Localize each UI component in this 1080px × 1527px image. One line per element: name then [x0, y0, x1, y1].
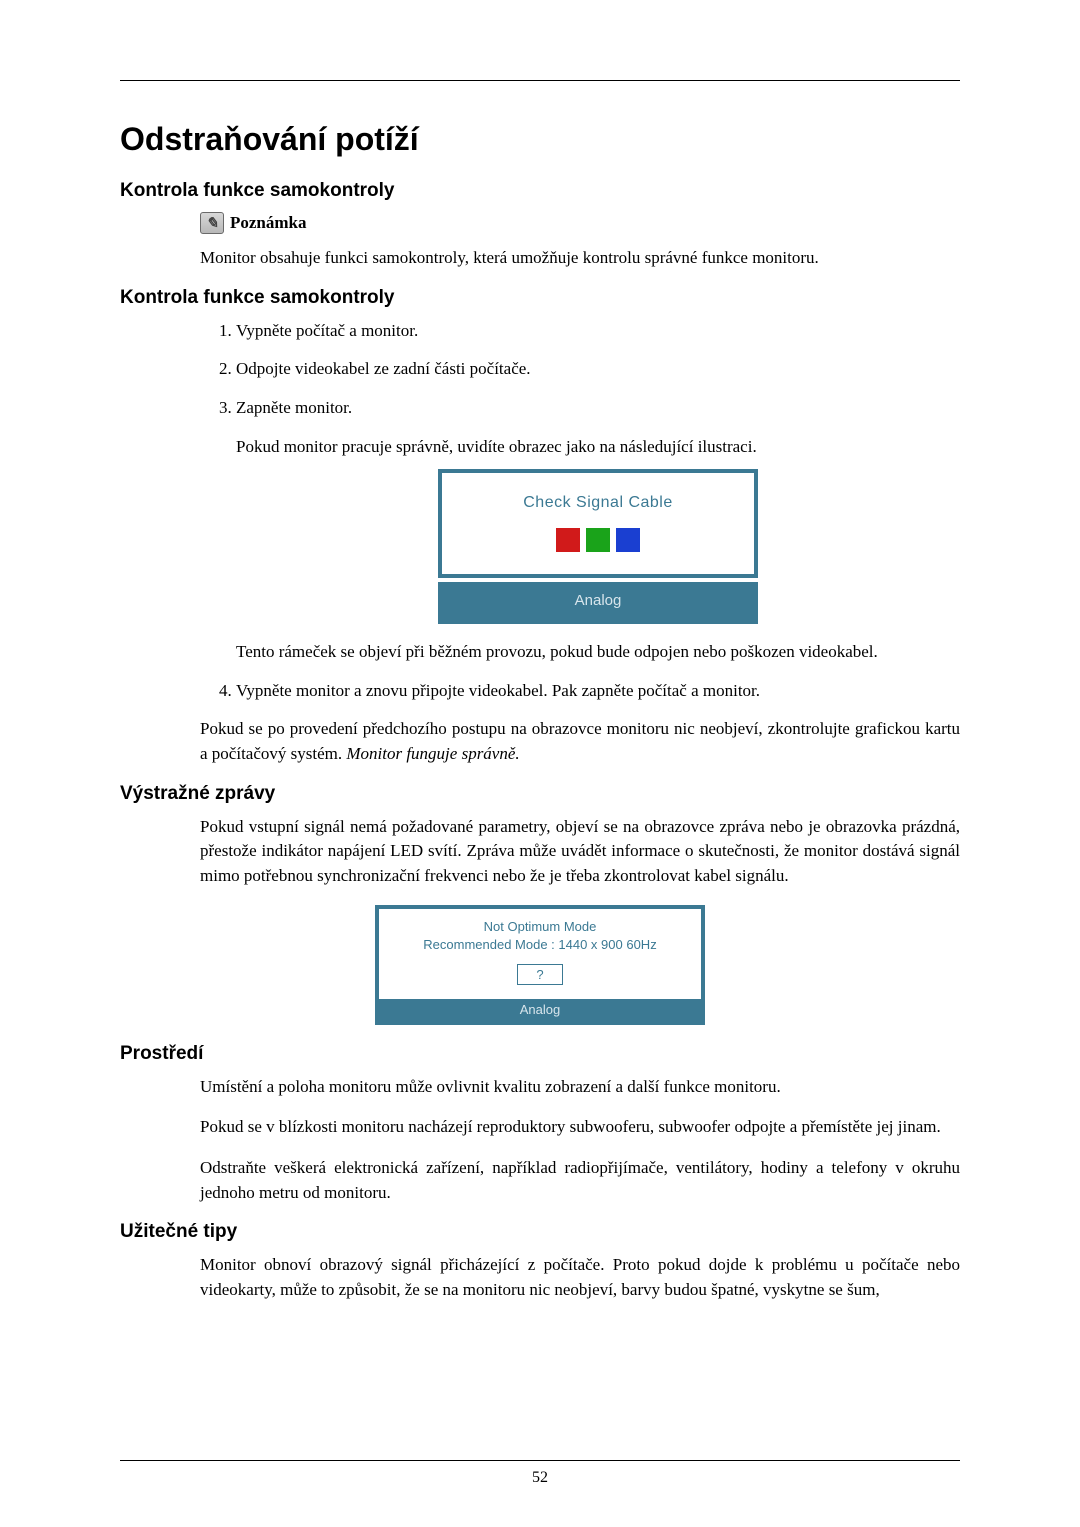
env-p1: Umístění a poloha monitoru může ovlivnit…: [200, 1075, 960, 1100]
selftest-closing-a: Pokud se po provedení předchozího postup…: [200, 719, 960, 763]
page-title: Odstraňování potíží: [120, 121, 960, 158]
osd-check-signal-title: Check Signal Cable: [452, 491, 744, 514]
osd-not-optimum-wrap: Not Optimum Mode Recommended Mode : 1440…: [120, 905, 960, 1025]
step-2: Odpojte videokabel ze zadní části počíta…: [236, 357, 960, 382]
osd-check-signal-wrap: Check Signal Cable Analog: [236, 469, 960, 624]
osd-not-optimum-footer: Analog: [379, 999, 701, 1021]
note-icon: ✎: [200, 212, 224, 234]
osd-not-optimum-body: Not Optimum Mode Recommended Mode : 1440…: [379, 909, 701, 999]
step-4-text: Vypněte monitor a znovu připojte videoka…: [236, 681, 760, 700]
selftest-closing-b: Monitor funguje správně.: [346, 744, 519, 763]
heading-tips: Užitečné tipy: [120, 1221, 960, 1243]
note-row: ✎ Poznámka: [200, 212, 960, 234]
osd-not-optimum: Not Optimum Mode Recommended Mode : 1440…: [375, 905, 705, 1025]
note-text: Monitor obsahuje funkci samokontroly, kt…: [200, 246, 960, 271]
selftest-steps-list: Vypněte počítač a monitor. Odpojte video…: [200, 319, 960, 704]
tips-p1: Monitor obnoví obrazový signál přicházej…: [200, 1253, 960, 1302]
osd-check-signal-panel: Check Signal Cable: [438, 469, 758, 578]
osd-check-signal-footer: Analog: [438, 582, 758, 624]
osd-not-optimum-line1: Not Optimum Mode: [387, 919, 693, 934]
step-1-text: Vypněte počítač a monitor.: [236, 321, 418, 340]
step-4: Vypněte monitor a znovu připojte videoka…: [236, 679, 960, 704]
page-number: 52: [120, 1469, 960, 1487]
osd-square-red: [556, 528, 580, 552]
heading-warning: Výstražné zprávy: [120, 783, 960, 805]
heading-selftest-intro: Kontrola funkce samokontroly: [120, 180, 960, 202]
osd-not-optimum-q: ?: [517, 964, 562, 985]
step-3-after-img: Tento rámeček se objeví při běžném provo…: [236, 640, 960, 665]
note-label: Poznámka: [230, 213, 307, 233]
page-footer: 52: [120, 1460, 960, 1487]
bottom-rule: [120, 1460, 960, 1461]
osd-color-squares: [452, 528, 744, 552]
osd-square-green: [586, 528, 610, 552]
osd-not-optimum-line2: Recommended Mode : 1440 x 900 60Hz: [387, 937, 693, 952]
osd-square-blue: [616, 528, 640, 552]
step-2-text: Odpojte videokabel ze zadní části počíta…: [236, 359, 531, 378]
step-3: Zapněte monitor. Pokud monitor pracuje s…: [236, 396, 960, 665]
heading-selftest-steps: Kontrola funkce samokontroly: [120, 287, 960, 309]
step-1: Vypněte počítač a monitor.: [236, 319, 960, 344]
step-3-text-b: Pokud monitor pracuje správně, uvidíte o…: [236, 435, 960, 460]
env-p3: Odstraňte veškerá elektronická zařízení,…: [200, 1156, 960, 1205]
env-p2: Pokud se v blízkosti monitoru nacházejí …: [200, 1115, 960, 1140]
step-3-text-a: Zapněte monitor.: [236, 396, 960, 421]
heading-env: Prostředí: [120, 1043, 960, 1065]
osd-check-signal: Check Signal Cable Analog: [438, 469, 758, 624]
selftest-closing: Pokud se po provedení předchozího postup…: [200, 717, 960, 766]
top-rule: [120, 80, 960, 81]
warning-text: Pokud vstupní signál nemá požadované par…: [200, 815, 960, 889]
